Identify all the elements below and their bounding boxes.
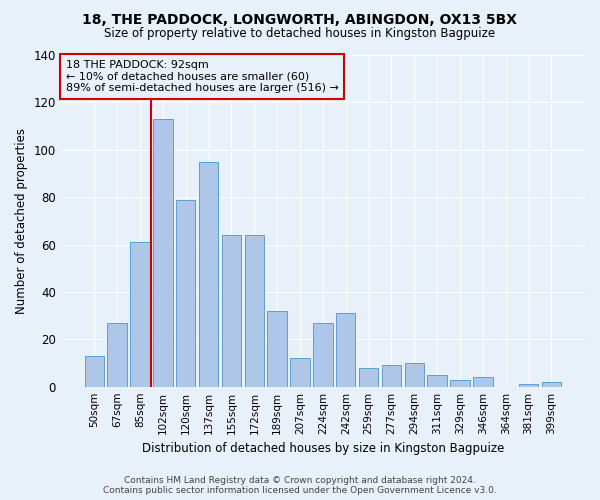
Bar — [199, 162, 218, 386]
Bar — [542, 382, 561, 386]
X-axis label: Distribution of detached houses by size in Kingston Bagpuize: Distribution of detached houses by size … — [142, 442, 504, 455]
Bar — [153, 119, 173, 386]
Text: Size of property relative to detached houses in Kingston Bagpuize: Size of property relative to detached ho… — [104, 28, 496, 40]
Bar — [473, 377, 493, 386]
Bar — [245, 235, 264, 386]
Bar — [404, 363, 424, 386]
Bar — [130, 242, 150, 386]
Bar — [359, 368, 379, 386]
Bar — [290, 358, 310, 386]
Bar — [427, 375, 447, 386]
Y-axis label: Number of detached properties: Number of detached properties — [15, 128, 28, 314]
Text: Contains HM Land Registry data © Crown copyright and database right 2024.: Contains HM Land Registry data © Crown c… — [124, 476, 476, 485]
Bar — [336, 313, 355, 386]
Bar — [222, 235, 241, 386]
Bar — [313, 322, 332, 386]
Bar — [451, 380, 470, 386]
Bar — [268, 311, 287, 386]
Text: 18, THE PADDOCK, LONGWORTH, ABINGDON, OX13 5BX: 18, THE PADDOCK, LONGWORTH, ABINGDON, OX… — [83, 12, 517, 26]
Bar — [382, 366, 401, 386]
Text: Contains public sector information licensed under the Open Government Licence v3: Contains public sector information licen… — [103, 486, 497, 495]
Bar — [519, 384, 538, 386]
Text: 18 THE PADDOCK: 92sqm
← 10% of detached houses are smaller (60)
89% of semi-deta: 18 THE PADDOCK: 92sqm ← 10% of detached … — [66, 60, 339, 93]
Bar — [176, 200, 196, 386]
Bar — [85, 356, 104, 386]
Bar — [107, 322, 127, 386]
